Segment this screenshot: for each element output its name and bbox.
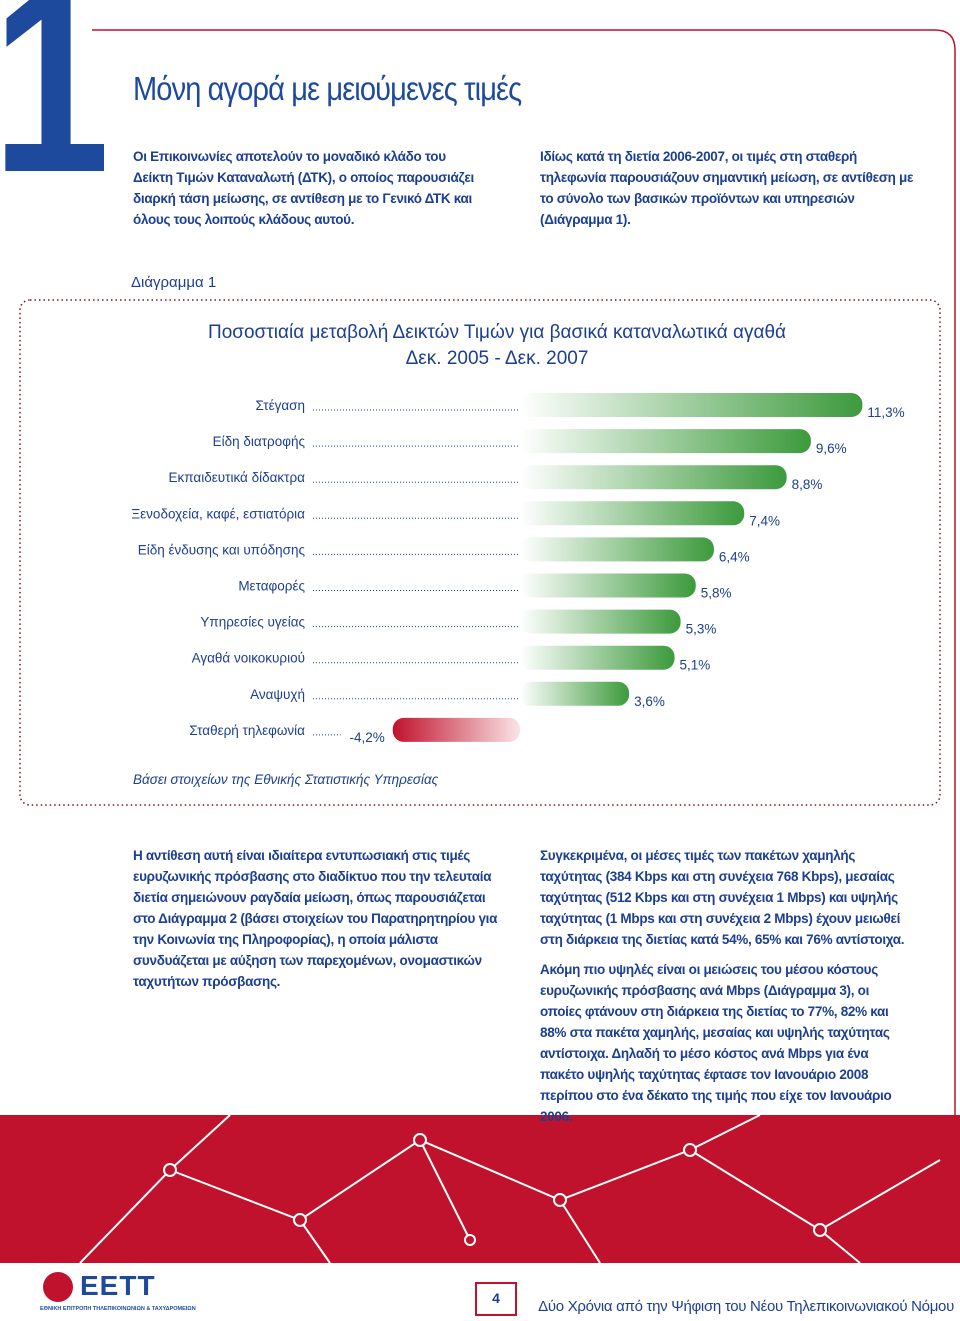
value-label: 5,3% [686, 622, 717, 637]
category-label: Σταθερή τηλεφωνία [189, 723, 305, 738]
chart-source: Βάσει στοιχείων της Εθνικής Στατιστικής … [133, 772, 439, 787]
diagram-label: Διάγραμμα 1 [131, 274, 217, 291]
value-label: 9,6% [816, 441, 847, 456]
value-label: -4,2% [349, 730, 384, 745]
paragraph: Η αντίθεση αυτή είναι ιδιαίτερα εντυπωσι… [133, 848, 498, 989]
value-label: 5,8% [701, 586, 732, 601]
chart: Ποσοστιαία μεταβολή Δεικτών Τιμών για βα… [131, 322, 904, 787]
bar [520, 537, 714, 562]
category-label: Ξενοδοχεία, καφέ, εστιατόρια [131, 506, 305, 521]
body-right: Συγκεκριμένα, οι μέσες τιμές των πακέτων… [540, 845, 910, 1136]
category-label: Αναψυχή [250, 687, 305, 702]
bar [520, 429, 811, 454]
footer-band [0, 1115, 960, 1263]
logo-subtitle: ΕΘΝΙΚΗ ΕΠΙΤΡΟΠΗ ΤΗΛΕΠΙΚΟΙΝΩΝΙΩΝ & ΤΑΧΥΔΡ… [40, 1306, 196, 1312]
value-label: 6,4% [719, 549, 750, 564]
chart-title: Ποσοστιαία μεταβολή Δεικτών Τιμών για βα… [208, 322, 786, 343]
paragraph: Συγκεκριμένα, οι μέσες τιμές των πακέτων… [540, 848, 905, 947]
frame [92, 29, 956, 1115]
value-label: 11,3% [867, 405, 904, 420]
title: Μόνη αγορά με μειούμενες τιμές [133, 70, 522, 107]
page-number: 4 [492, 1290, 500, 1306]
intro-right: Ιδίως κατά τη διετία 2006-2007, οι τιμές… [540, 149, 914, 227]
value-label: 8,8% [792, 477, 823, 492]
bar [520, 681, 630, 706]
network-lines [79, 1114, 941, 1264]
bar [520, 573, 696, 598]
chart-frame [19, 299, 941, 806]
logo-icon [43, 1272, 73, 1302]
page-box [475, 1282, 517, 1316]
category-label: Είδη διατροφής [213, 434, 306, 449]
value-label: 7,4% [749, 513, 780, 528]
bar [520, 645, 675, 670]
category-label: Υπηρεσίες υγείας [200, 615, 305, 630]
intro-left: Οι Επικοινωνίες αποτελούν το μοναδικό κλ… [133, 149, 474, 227]
category-label: Αγαθά νοικοκυριού [192, 651, 305, 666]
logo: ΕΕΤΤ [80, 1270, 156, 1301]
category-label: Είδη ένδυσης και υπόδησης [138, 542, 306, 557]
publication: Δύο Χρόνια από την Ψήφιση του Νέου Τηλεπ… [538, 1298, 954, 1315]
network-nodes [163, 1133, 827, 1246]
bar [520, 465, 787, 490]
bar [392, 717, 520, 742]
paragraph: Ακόμη πιο υψηλές είναι οι μειώσεις του μ… [540, 962, 892, 1124]
bar [520, 501, 745, 526]
value-label: 5,1% [680, 658, 711, 673]
chart-subtitle: Δεκ. 2005 - Δεκ. 2007 [406, 348, 589, 369]
category-label: Μεταφορές [238, 579, 305, 594]
section-number: 1 [0, 0, 110, 228]
value-label: 3,6% [634, 694, 665, 709]
category-label: Εκπαιδευτικά δίδακτρα [169, 470, 306, 485]
category-label: Στέγαση [256, 398, 305, 413]
body-left: Η αντίθεση αυτή είναι ιδιαίτερα εντυπωσι… [133, 845, 503, 1001]
bar [520, 393, 863, 417]
bar [520, 609, 681, 634]
